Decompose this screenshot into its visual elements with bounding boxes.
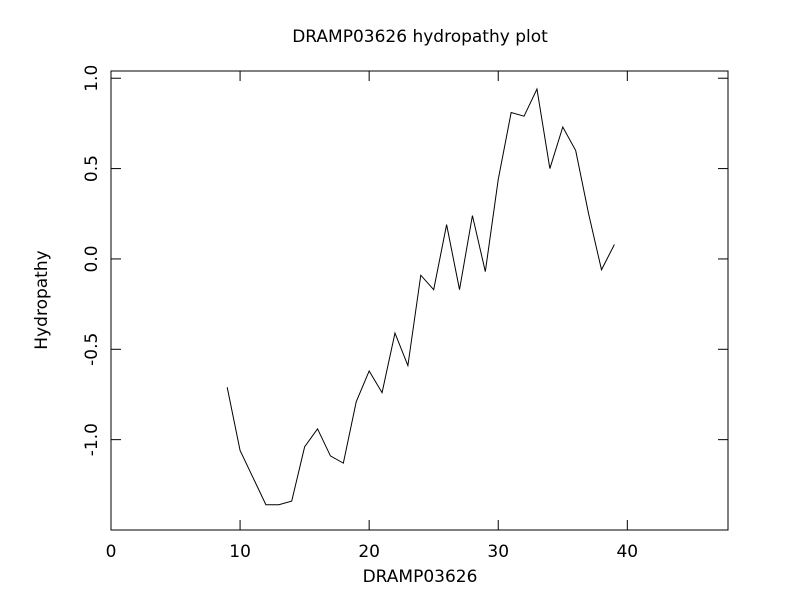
y-tick-label: 0.5 xyxy=(82,155,102,182)
x-tick-label: 0 xyxy=(106,542,117,562)
data-line xyxy=(226,87,615,506)
y-tick-label: 0.0 xyxy=(82,245,102,272)
x-tick-label: 10 xyxy=(229,542,251,562)
x-tick-label: 20 xyxy=(358,542,380,562)
y-tick-label: -0.5 xyxy=(82,333,102,366)
x-axis-label: DRAMP03626 xyxy=(363,567,478,587)
plot-frame xyxy=(110,70,729,531)
chart-title: DRAMP03626 hydropathy plot xyxy=(292,27,548,47)
y-tick-label: -1.0 xyxy=(82,423,102,456)
y-tick-label: 1.0 xyxy=(82,65,102,92)
x-tick-label: 40 xyxy=(616,542,638,562)
y-axis-label: Hydropathy xyxy=(32,250,52,349)
x-tick-label: 30 xyxy=(487,542,509,562)
